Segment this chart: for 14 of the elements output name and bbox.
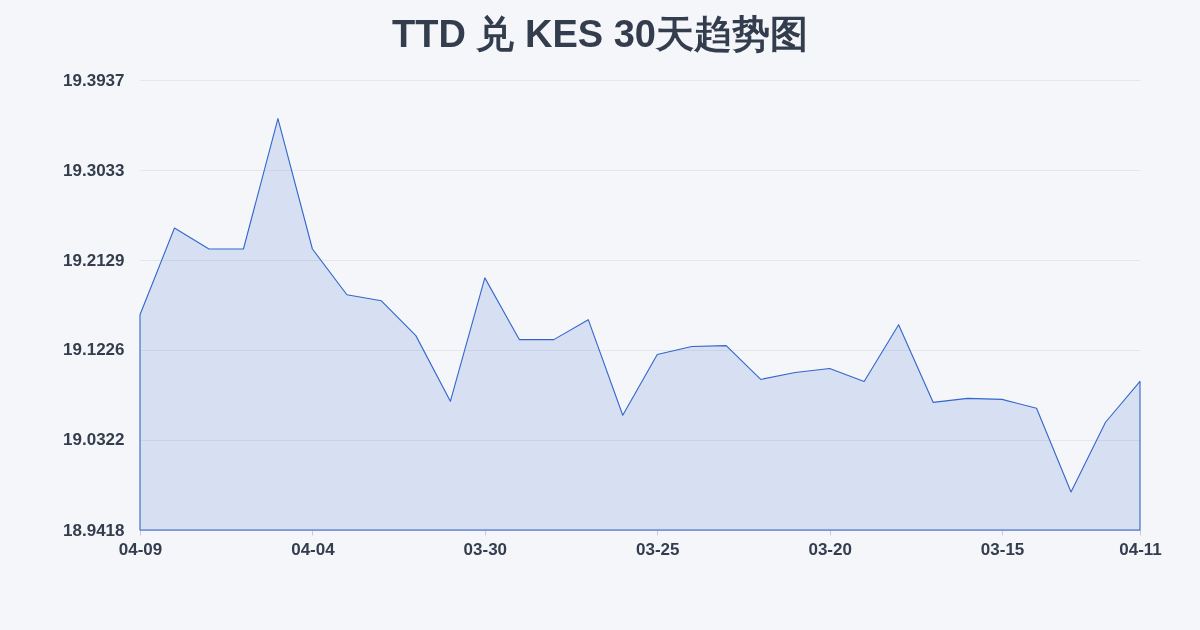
y-tick-label: 19.1226 [63,340,125,360]
y-tick-label: 19.0322 [63,430,125,450]
x-tick-label: 03-25 [636,539,680,559]
y-tick-label: 19.3033 [63,160,125,180]
x-tick-label: 04-11 [1119,539,1162,559]
x-tick-label: 04-04 [291,539,336,559]
x-tick-label: 04-09 [118,539,163,559]
x-tick-label: 03-20 [808,539,852,559]
y-tick-label: 19.3937 [63,70,125,90]
chart-title: TTD 兑 KES 30天趋势图 [392,13,808,55]
y-tick-label: 19.2129 [63,250,125,270]
y-tick-label: 18.9418 [63,520,125,540]
x-tick-label: 03-30 [463,539,508,559]
x-tick-label: 03-15 [980,539,1025,559]
